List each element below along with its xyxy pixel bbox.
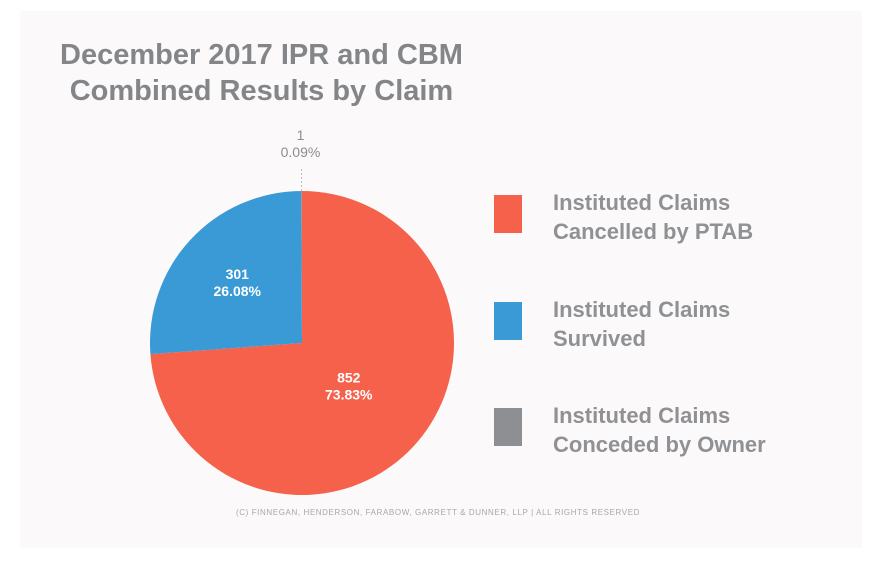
legend-label-survived-line-1: Instituted Claims xyxy=(553,297,731,322)
legend-item-cancelled: Instituted Claims Cancelled by PTAB xyxy=(494,188,794,248)
legend-label-conceded-line-1: Instituted Claims xyxy=(553,403,731,428)
chart-title: December 2017 IPR and CBM Combined Resul… xyxy=(60,37,463,109)
legend-item-conceded: Instituted Claims Conceded by Owner xyxy=(494,401,794,461)
chart-title-line-1: December 2017 IPR and CBM xyxy=(60,39,463,71)
data-label-survived: 301 26.08% xyxy=(214,266,262,299)
legend-label-conceded: Instituted Claims Conceded by Owner xyxy=(553,401,766,459)
chart-card xyxy=(20,11,862,548)
legend-label-survived: Instituted Claims Survived xyxy=(553,295,730,353)
legend-swatch-survived xyxy=(494,302,522,340)
legend-label-cancelled-line-1: Instituted Claims xyxy=(553,190,731,215)
data-label-cancelled: 852 73.83% xyxy=(325,369,373,402)
chart-title-line-2: Combined Results by Claim xyxy=(69,75,454,107)
legend-label-cancelled: Instituted Claims Cancelled by PTAB xyxy=(553,188,753,246)
pie-slice-survived xyxy=(150,191,302,355)
legend-label-cancelled-line-2: Cancelled by PTAB xyxy=(553,219,754,244)
pie-slice-cancelled xyxy=(150,191,455,495)
legend-swatch-conceded xyxy=(494,408,522,446)
legend-item-survived: Instituted Claims Survived xyxy=(494,295,794,355)
copyright-footer: (C) FINNEGAN, HENDERSON, FARABOW, GARRET… xyxy=(235,508,641,517)
pie-slice-conceded xyxy=(301,191,302,343)
legend-label-conceded-line-2: Conceded by Owner xyxy=(553,432,766,457)
legend-swatch-cancelled xyxy=(494,195,522,233)
legend-label-survived-line-2: Survived xyxy=(553,326,646,351)
data-label-conceded: 1 0.09% xyxy=(281,127,321,160)
